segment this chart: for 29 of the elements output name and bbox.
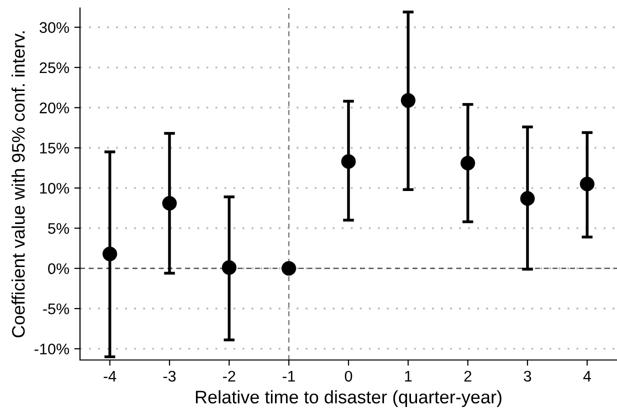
x-axis-title: Relative time to disaster (quarter-year): [196, 390, 502, 408]
point: [102, 246, 118, 262]
point: [580, 176, 594, 192]
y-tick-label: -5%: [43, 304, 70, 314]
x-tick-label: 2: [464, 370, 472, 382]
y-tick-label: 0%: [48, 263, 70, 274]
x-tick-label: 1: [405, 370, 412, 382]
x-tick-label: -3: [163, 370, 176, 382]
x-tick-label: 4: [583, 370, 591, 382]
y-tick-label: 20%: [40, 102, 70, 114]
x-tick-label: -2: [223, 370, 236, 382]
y-tick-label: 5%: [48, 223, 70, 234]
x-tick-label: -4: [104, 370, 116, 382]
point: [460, 156, 476, 170]
point: [222, 260, 236, 275]
point: [282, 261, 296, 276]
y-tick-label: -10%: [34, 344, 70, 354]
y-tick-label: 10%: [40, 182, 70, 194]
x-tick-label: 3: [524, 370, 532, 382]
y-tick-label: 25%: [40, 62, 70, 74]
y-tick-label: 15%: [40, 142, 70, 154]
point: [400, 93, 416, 108]
point: [341, 154, 356, 169]
x-tick-label: 0: [344, 370, 352, 382]
point: [520, 191, 535, 206]
y-tick-label: 30%: [40, 22, 70, 33]
point: [162, 196, 177, 211]
y-axis-title: Coefficient value with 95% conf. interv.: [12, 31, 25, 338]
x-tick-label: -1: [282, 370, 295, 382]
